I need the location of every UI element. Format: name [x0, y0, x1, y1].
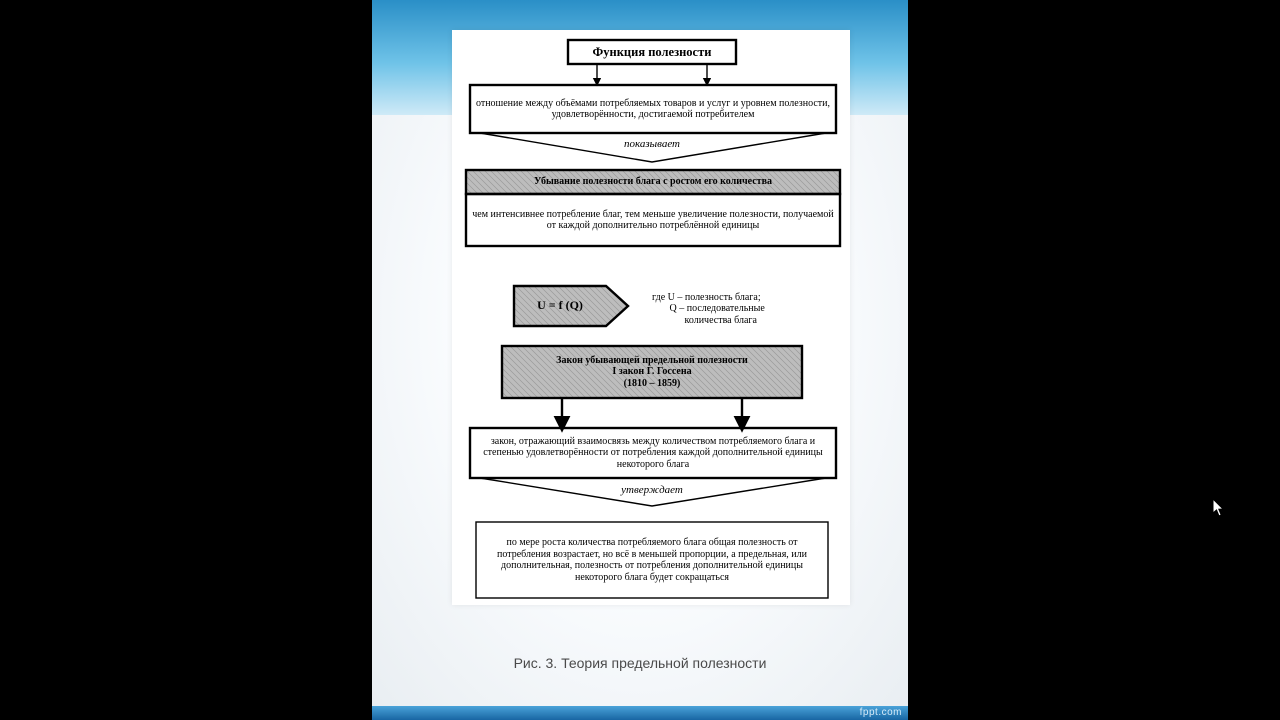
- diagram-card: Функция полезностиотношение между объёма…: [452, 30, 850, 605]
- figure-caption: Рис. 3. Теория предельной полезности: [372, 655, 908, 671]
- viewport: Функция полезностиотношение между объёма…: [0, 0, 1280, 720]
- watermark-text: fppt.com: [860, 707, 902, 718]
- mouse-cursor-icon: [1212, 498, 1226, 518]
- flowchart-svg: Функция полезностиотношение между объёма…: [452, 30, 850, 605]
- slide-area: Функция полезностиотношение между объёма…: [372, 0, 908, 720]
